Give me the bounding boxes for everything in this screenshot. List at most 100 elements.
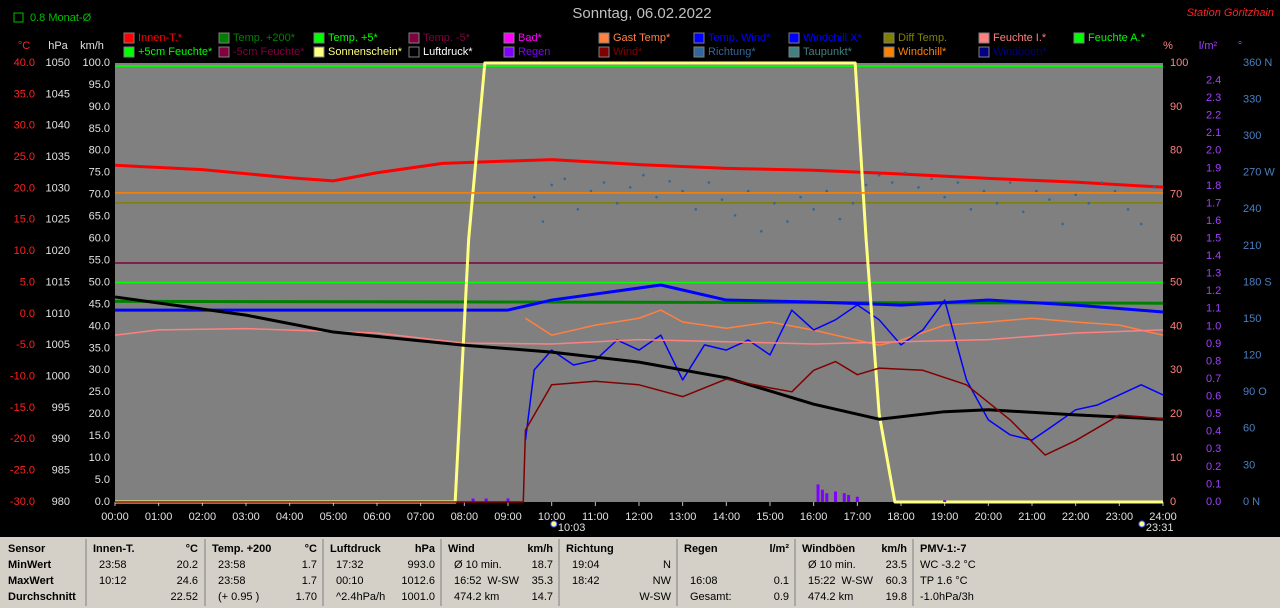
direction-dot	[1087, 201, 1091, 205]
y-tick-label: 1010	[46, 308, 70, 320]
legend-label: Wind*	[613, 46, 643, 58]
y-tick-label: 0	[1170, 496, 1176, 508]
y-tick-label: 90 O	[1243, 386, 1267, 398]
direction-dot	[799, 195, 802, 199]
x-tick-label: 02:00	[189, 511, 217, 523]
y-tick-label: 30.0	[14, 120, 35, 132]
y-tick-label: 240	[1243, 203, 1261, 215]
x-tick-label: 19:00	[931, 511, 959, 523]
cell-left: 15:22	[808, 575, 836, 587]
y-tick-label: 1005	[46, 339, 70, 351]
row-label: MinWert	[8, 559, 52, 571]
y-tick-label: 55.0	[89, 254, 110, 266]
axis-title: °	[1238, 40, 1242, 52]
y-tick-label: 1020	[46, 245, 70, 257]
x-tick-label: 23:00	[1106, 511, 1134, 523]
legend-label: Windchill*	[898, 46, 947, 58]
legend-swatch	[408, 46, 420, 58]
avg-label: 0.8 Monat-Ø	[30, 12, 92, 24]
legend-label: +5cm Feuchte*	[138, 46, 213, 58]
series-line	[114, 295, 1164, 421]
y-tick-label: 1.4	[1206, 250, 1221, 262]
x-tick-label: 03:00	[232, 511, 260, 523]
checkbox[interactable]	[13, 12, 24, 23]
cell-left: 16:08	[690, 575, 718, 587]
row-label: MaxWert	[8, 575, 54, 587]
rain-bar	[471, 498, 475, 502]
cell-right: 0.9	[774, 591, 789, 603]
y-tick-label: 1.0	[1206, 320, 1221, 332]
direction-dot	[576, 208, 580, 211]
y-tick-label: 120	[1243, 350, 1261, 362]
y-tick-label: 65.0	[89, 211, 110, 223]
direction-dot	[825, 189, 829, 193]
y-tick-label: 40.0	[89, 320, 110, 332]
y-tick-label: 0.7	[1206, 373, 1221, 385]
legend-swatch	[123, 32, 135, 44]
x-tick-label: 10:00	[538, 511, 566, 523]
x-tick-label: 24:00	[1149, 511, 1177, 523]
y-tick-label: 10.0	[89, 452, 110, 464]
x-tick-label: 21:00	[1018, 511, 1046, 523]
y-tick-label: 10	[1170, 452, 1182, 464]
cell-right: 1012.6	[401, 575, 435, 587]
cell-left: Gesamt:	[690, 591, 732, 603]
y-tick-label: 1035	[46, 151, 70, 163]
cell-left: 17:32	[336, 559, 364, 571]
y-tick-label: 1.2	[1206, 285, 1221, 297]
direction-dot	[1152, 186, 1156, 189]
panel-title: Innen-T.	[93, 543, 135, 555]
direction-dot	[615, 201, 619, 205]
cell-right: 1.7	[302, 559, 317, 571]
y-tick-label: 1025	[46, 214, 70, 226]
axis-title: l/m²	[1199, 40, 1218, 52]
legend-label: Richtung*	[708, 46, 756, 58]
y-tick-label: 2.0	[1206, 145, 1221, 157]
y-tick-label: 30	[1243, 459, 1255, 471]
legend-swatch	[218, 32, 230, 44]
series-line	[114, 327, 1164, 345]
legend-label: Temp. +200*	[233, 32, 296, 44]
y-tick-label: 0.4	[1206, 426, 1221, 438]
direction-dot	[1021, 210, 1025, 214]
cell-right: 22.52	[170, 591, 198, 603]
direction-dot	[746, 189, 750, 193]
legend-swatch	[123, 46, 135, 58]
direction-dot	[917, 186, 920, 189]
y-tick-label: 90.0	[89, 101, 110, 113]
y-tick-label: 40.0	[14, 57, 35, 69]
cell-left: 16:52	[454, 575, 482, 587]
cell-left: 23:58	[218, 575, 246, 587]
plot-marks	[114, 61, 1164, 504]
panel-title: PMV-1:-7	[920, 543, 966, 555]
cell-right: 60.3	[886, 575, 907, 587]
legend-swatch	[408, 32, 420, 44]
y-tick-label: 1045	[46, 88, 70, 100]
y-tick-label: 60	[1170, 233, 1182, 245]
y-tick-label: 100	[1170, 57, 1188, 69]
x-tick-label: 13:00	[669, 511, 697, 523]
cell-right: 14.7	[532, 591, 553, 603]
y-tick-label: 95.0	[89, 79, 110, 91]
legend-label: Innen-T.*	[138, 32, 183, 44]
direction-dot	[877, 173, 881, 177]
y-tick-label: 75.0	[89, 167, 110, 179]
cell-right: 993.0	[407, 559, 435, 571]
direction-dot	[589, 189, 593, 193]
y-tick-label: 25.0	[89, 386, 110, 398]
direction-dot	[550, 183, 553, 187]
y-tick-label: 360 N	[1243, 57, 1272, 69]
cell-right: 19.8	[886, 591, 907, 603]
marker-label: 10:03	[558, 522, 586, 534]
cell-left: 10:12	[99, 575, 127, 587]
axis-title: km/h	[80, 40, 104, 52]
direction-dot	[851, 201, 855, 205]
direction-dot	[930, 177, 933, 181]
direction-dot	[642, 173, 645, 177]
cell-mid: W-SW	[487, 575, 519, 587]
rain-bar	[855, 496, 859, 502]
x-tick-label: 04:00	[276, 511, 304, 523]
x-tick-label: 16:00	[800, 511, 828, 523]
